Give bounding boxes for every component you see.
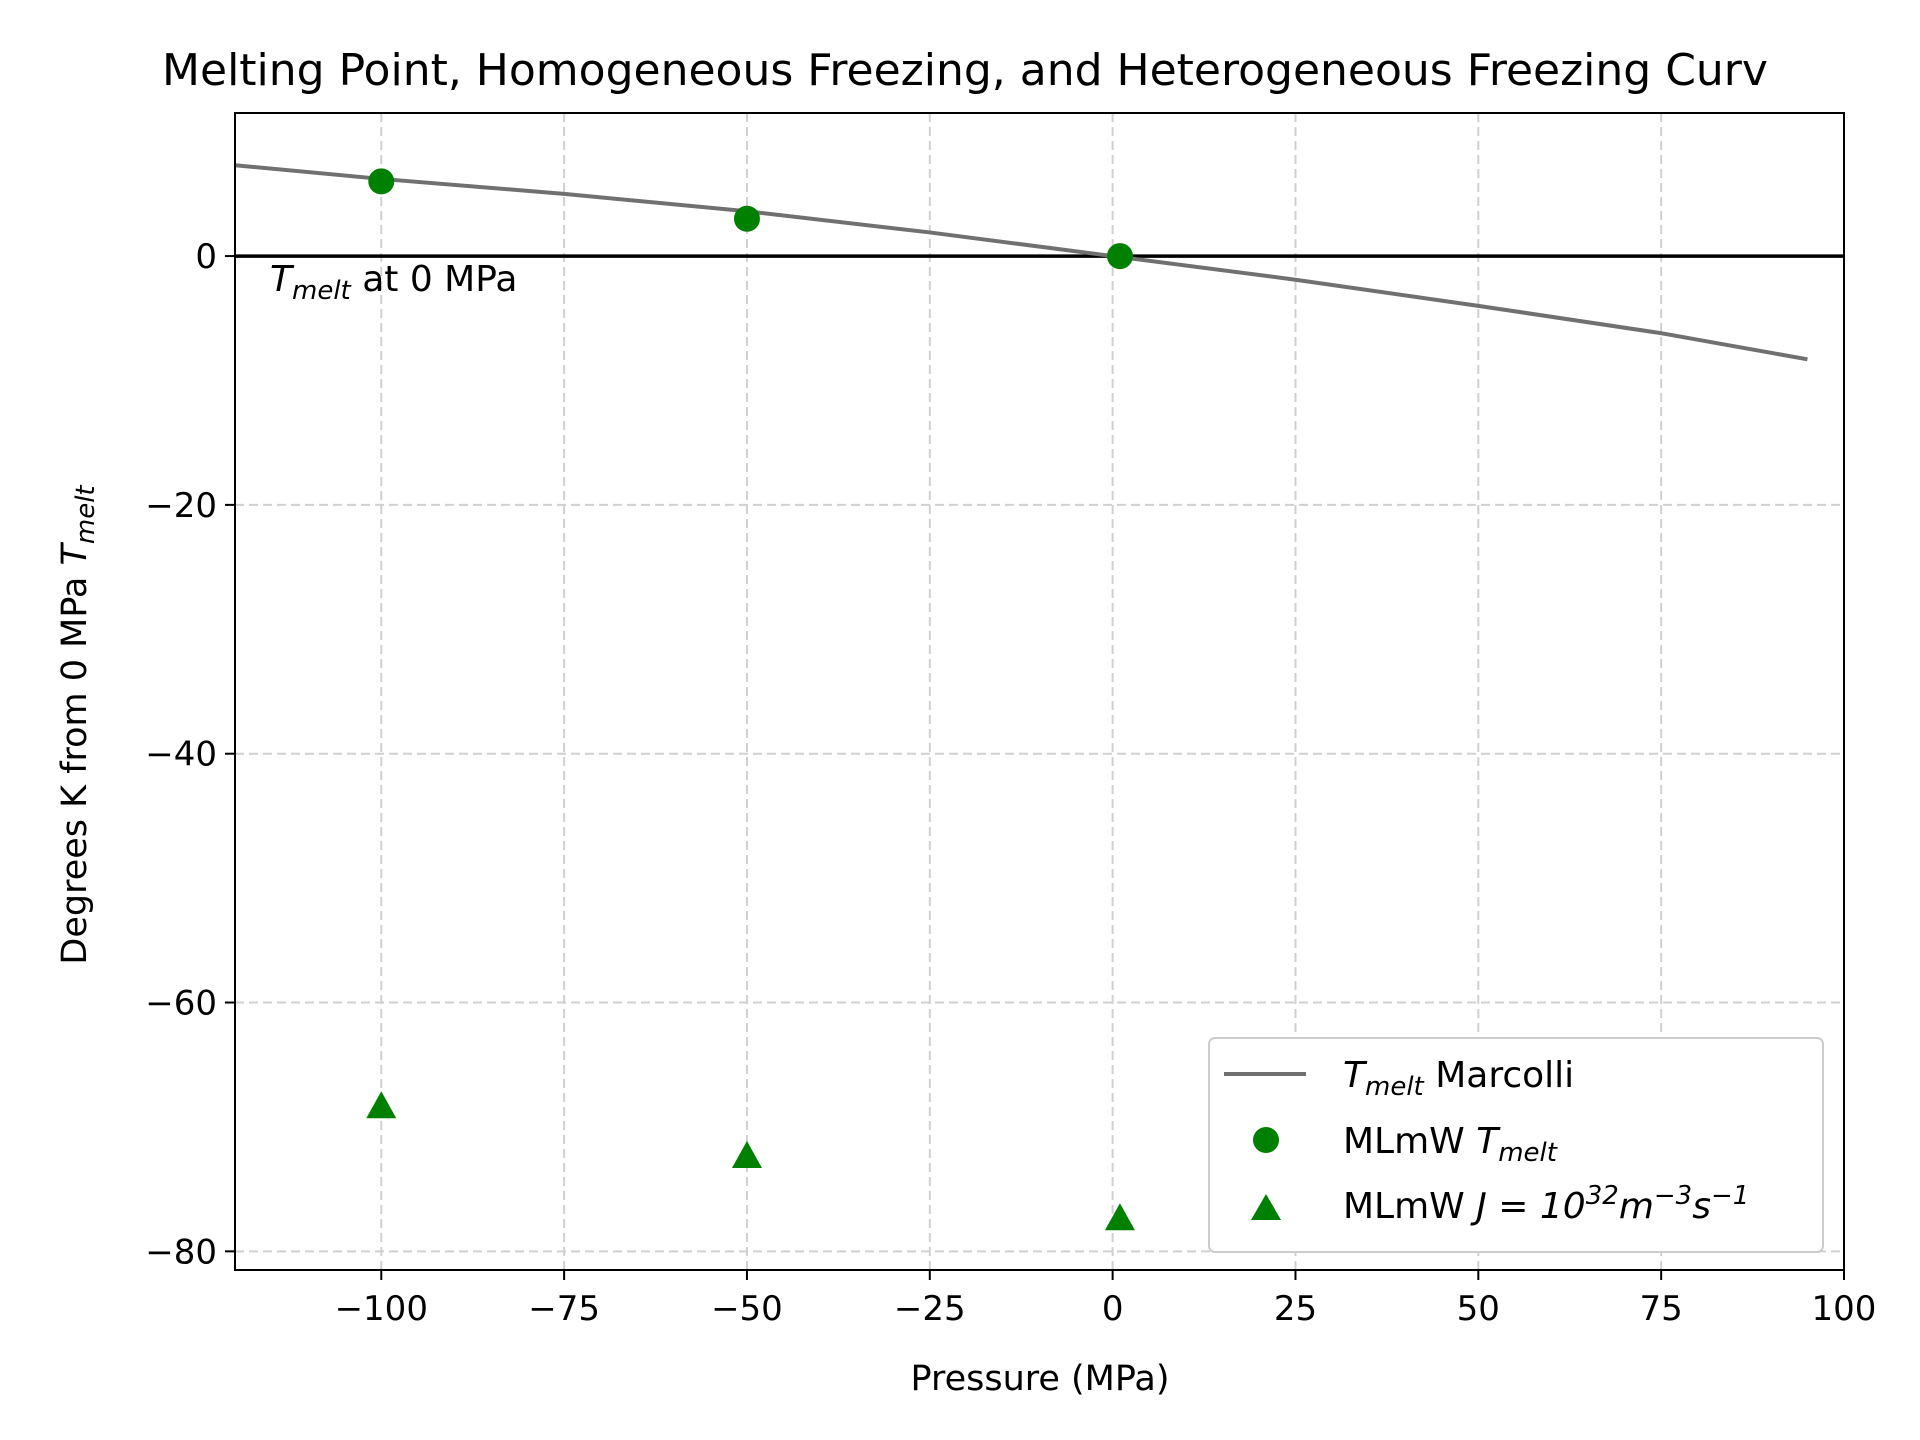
plot-frame: [234, 112, 1845, 1271]
x-tick-label: 0: [1102, 1289, 1124, 1329]
legend-marcolli-rest: Marcolli: [1424, 1055, 1574, 1096]
legend: Tmelt Marcolli MLmW Tmelt MLmW J = 1032m…: [1208, 1037, 1824, 1253]
nucleation-point: [366, 1091, 397, 1119]
y-tick-label: 0: [195, 237, 217, 277]
x-tick-label: −100: [335, 1289, 428, 1329]
nucleation-point: [731, 1141, 762, 1169]
x-axis: −100 −75 −50 −25 0 25 50 75 100: [335, 1270, 1877, 1329]
nucleation-point: [1104, 1203, 1135, 1231]
reference-line-label: Tmelt at 0 MPa: [270, 259, 517, 306]
legend-triangle-swatch: [1251, 1194, 1281, 1220]
legend-j-main: MLmW: [1343, 1186, 1476, 1227]
x-tick-label: 75: [1640, 1289, 1683, 1329]
chart-title: Melting Point, Homogeneous Freezing, and…: [162, 45, 1768, 96]
legend-entry-mlmw-j: MLmW J = 1032m−3s−1: [1343, 1181, 1749, 1227]
x-tick-label: −25: [894, 1289, 966, 1329]
marcolli-melting-curve: [234, 163, 1808, 362]
y-axis-label: Degrees K from 0 MPa Tmelt: [55, 485, 101, 965]
tmelt-point: [368, 168, 395, 195]
legend-j-m: m: [1619, 1186, 1654, 1227]
legend-circle-swatch: [1253, 1127, 1279, 1153]
x-axis-label: Pressure (MPa): [910, 1359, 1169, 1399]
reference-label-var: T: [270, 259, 295, 300]
x-tick-label: −50: [711, 1289, 783, 1329]
tmelt-point: [1106, 243, 1133, 270]
x-tick-label: −75: [528, 1289, 600, 1329]
y-tick-label: −60: [145, 984, 217, 1024]
legend-j-sup2: −3: [1654, 1181, 1692, 1211]
legend-entry-mlmw-tmelt: MLmW Tmelt: [1343, 1121, 1558, 1168]
legend-j-s: s: [1692, 1186, 1711, 1227]
y-axis-label-var: T: [55, 542, 95, 566]
reference-label-sub: melt: [292, 276, 352, 306]
y-axis-label-sub: melt: [71, 485, 101, 545]
legend-j-math: J = 10: [1470, 1186, 1585, 1227]
y-axis-label-main: Degrees K from 0 MPa: [55, 566, 95, 965]
legend-box: [1208, 1037, 1824, 1253]
legend-tmelt-var: T: [1476, 1121, 1501, 1162]
legend-j-sup1: 32: [1586, 1181, 1619, 1211]
series-layer: [234, 163, 1808, 1231]
x-tick-label: 50: [1457, 1289, 1500, 1329]
reference-label-rest: at 0 MPa: [351, 259, 518, 300]
legend-j-sup3: −1: [1711, 1181, 1749, 1211]
y-axis: 0 −20 −40 −60 −80: [145, 237, 235, 1272]
legend-entry-marcolli: Tmelt Marcolli: [1343, 1055, 1574, 1102]
legend-marcolli-var: T: [1343, 1055, 1368, 1096]
x-tick-label: 100: [1812, 1289, 1877, 1329]
legend-marcolli-sub: melt: [1365, 1072, 1425, 1102]
legend-tmelt-main: MLmW: [1343, 1121, 1476, 1162]
x-tick-label: 25: [1274, 1289, 1317, 1329]
y-tick-label: −20: [145, 486, 217, 526]
y-tick-label: −40: [145, 735, 217, 775]
tmelt-point: [733, 205, 760, 232]
y-tick-label: −80: [145, 1232, 217, 1272]
legend-tmelt-sub: melt: [1498, 1138, 1558, 1168]
